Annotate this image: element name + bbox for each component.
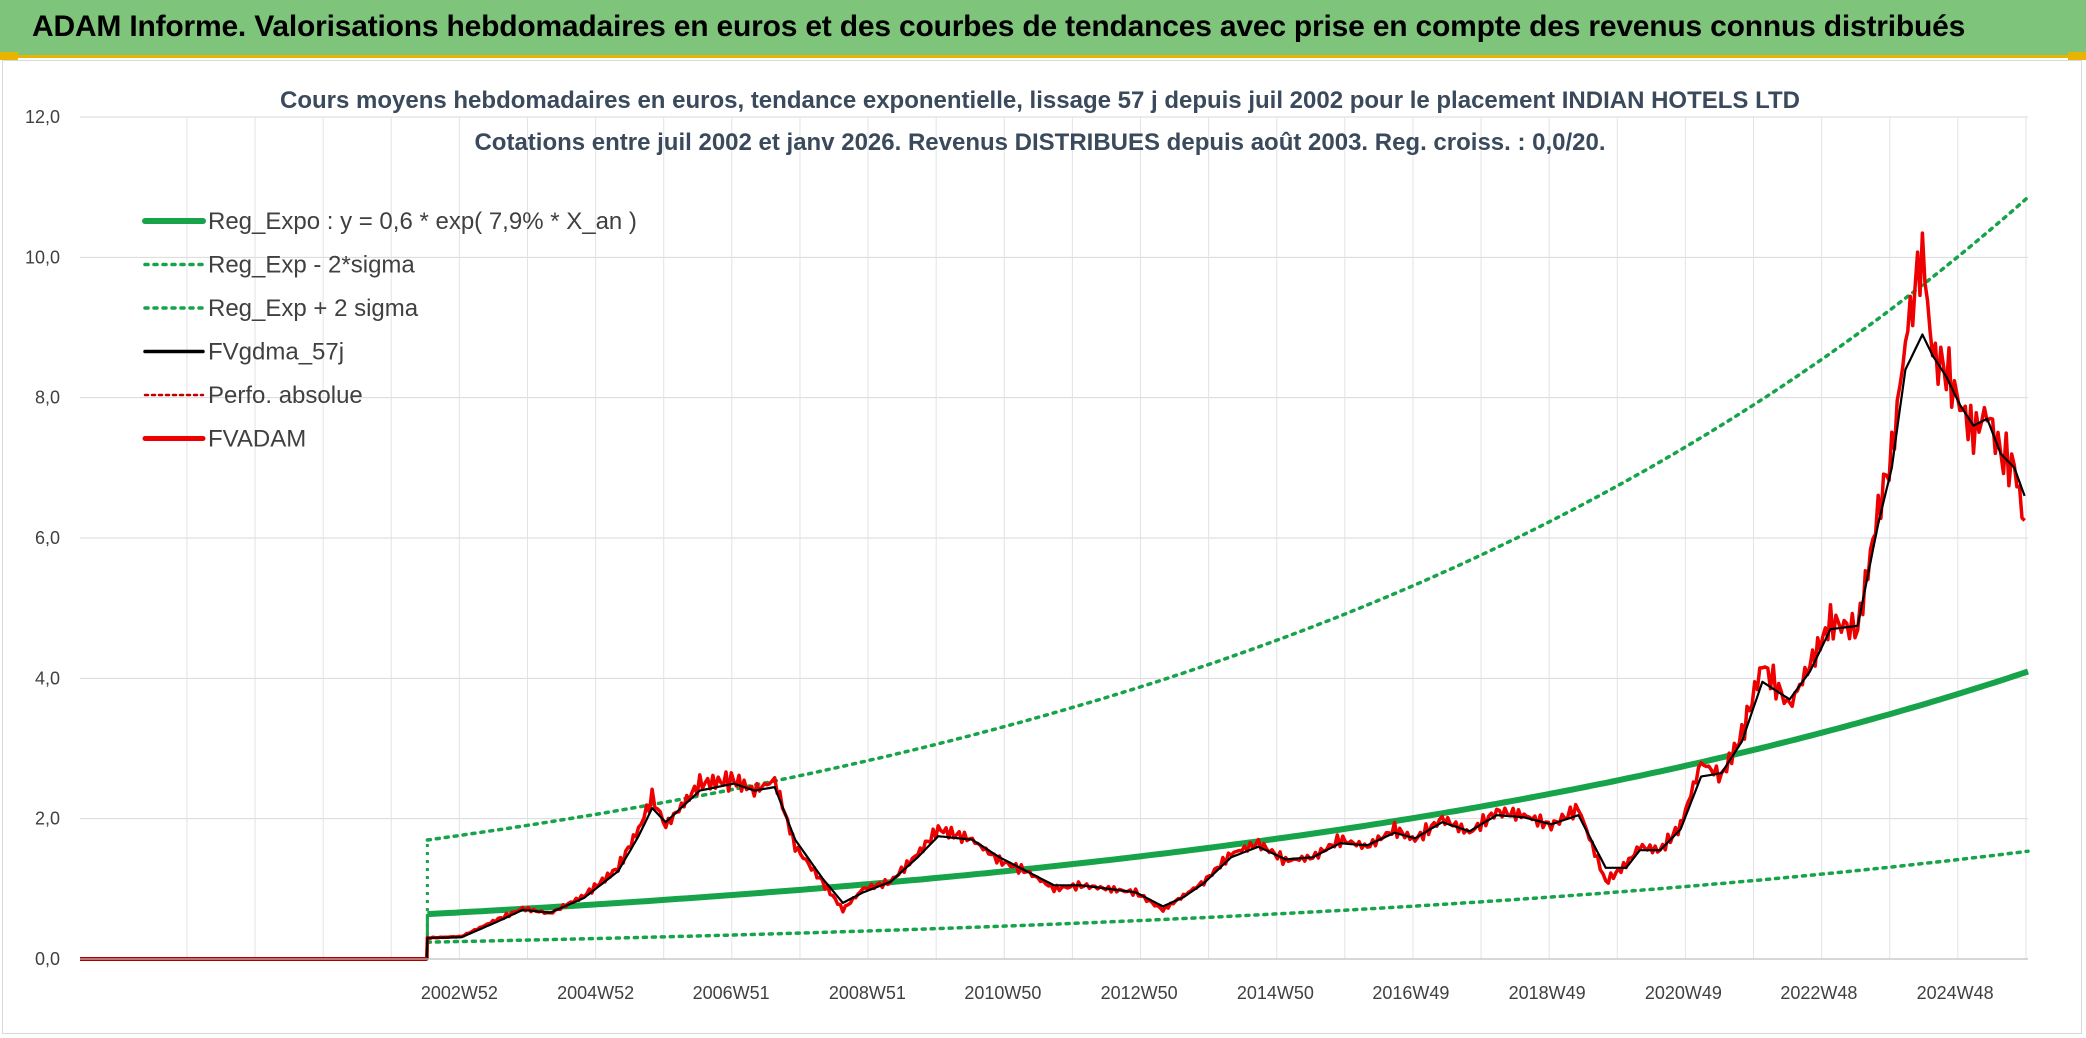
x-tick-label: 2020W49 [1645, 983, 1722, 1003]
report-banner: ADAM Informe. Valorisations hebdomadaire… [0, 0, 2086, 58]
legend-label-fvadam: FVADAM [208, 426, 306, 453]
y-tick-label: 8,0 [35, 388, 60, 408]
y-tick-label: 6,0 [35, 528, 60, 548]
legend-label-perfo: Perfo. absolue [208, 382, 363, 409]
reg-minus-2sigma-line [425, 849, 2030, 944]
x-tick-label: 2018W49 [1509, 983, 1586, 1003]
fvadam-line [80, 231, 2026, 961]
chart-title-line-2: Cotations entre juil 2002 et janv 2026. … [474, 129, 1605, 156]
series-layer [80, 195, 2030, 961]
x-tick-label: 2004W52 [557, 983, 634, 1003]
legend-label-reg: Reg_Expo : y = 0,6 * exp( 7,9% * X_an ) [208, 208, 637, 235]
x-tick-label: 2002W52 [421, 983, 498, 1003]
x-tick-label: 2012W50 [1101, 983, 1178, 1003]
banner-corner-left [0, 52, 18, 60]
y-tick-label: 10,0 [25, 247, 60, 267]
legend-label-smooth: FVgdma_57j [208, 339, 344, 366]
report-title: ADAM Informe. Valorisations hebdomadaire… [32, 10, 1966, 43]
grid [80, 116, 2028, 960]
reg-expo-line [427, 668, 2029, 918]
legend-label-reg_minus: Reg_Exp - 2*sigma [208, 252, 415, 279]
chart-frame [2, 60, 2082, 1034]
x-tick-label: 2006W51 [693, 983, 770, 1003]
x-tick-label: 2008W51 [829, 983, 906, 1003]
y-tick-label: 0,0 [35, 949, 60, 969]
x-tick-label: 2024W48 [1917, 983, 1994, 1003]
x-tick-label: 2022W48 [1780, 983, 1857, 1003]
x-tick-label: 2014W50 [1237, 983, 1314, 1003]
y-tick-label: 2,0 [35, 809, 60, 829]
x-tick-label: 2016W49 [1372, 983, 1449, 1003]
x-tick-label: 2010W50 [964, 983, 1041, 1003]
legend: Reg_Expo : y = 0,6 * exp( 7,9% * X_an ) R… [142, 208, 637, 453]
y-tick-label: 12,0 [25, 107, 60, 127]
y-tick-label: 4,0 [35, 668, 60, 688]
banner-corner-right [2068, 52, 2086, 60]
legend-label-reg_plus: Reg_Exp + 2 sigma [208, 295, 419, 322]
axes: 0,0 2,0 4,0 6,0 8,0 10,0 12,0 2002W52 2004W52 200… [25, 107, 2028, 1003]
chart-title-line-1: Cours moyens hebdomadaires en euros, ten… [280, 87, 1800, 114]
